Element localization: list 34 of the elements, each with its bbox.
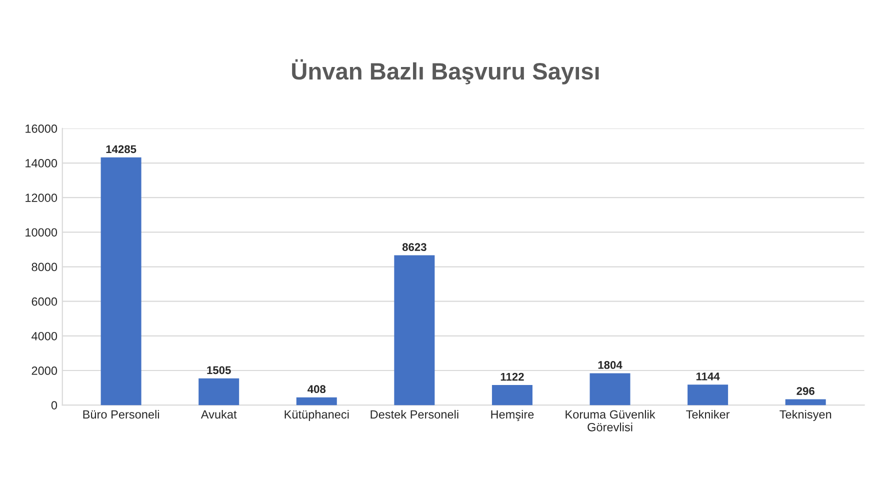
y-tick-label: 14000 <box>26 159 58 168</box>
data-label: 8623 <box>402 243 426 252</box>
bar <box>296 397 337 406</box>
data-label: 1122 <box>500 372 524 381</box>
y-tick-label: 16000 <box>26 124 58 133</box>
x-tick-label: Koruma Güvenlik Görevlisi <box>566 410 656 432</box>
y-tick-label: 2000 <box>32 366 58 375</box>
chart-title: Ünvan Bazlı Başvuru Sayısı <box>292 59 599 84</box>
bar <box>688 384 728 406</box>
y-tick-label: 8000 <box>32 262 58 272</box>
bar <box>590 373 630 406</box>
x-tick-label: Büro Personeli <box>83 410 159 419</box>
bar <box>100 157 142 406</box>
x-tick-label: Tekniker <box>686 410 730 419</box>
y-tick-label: 4000 <box>32 332 58 340</box>
x-tick-label: Teknisyen <box>780 410 832 421</box>
x-tick-label: Avukat <box>200 410 237 419</box>
data-label: 1804 <box>598 361 622 369</box>
bar <box>198 378 240 406</box>
y-tick-label: 10000 <box>26 228 58 237</box>
x-tick-label: Kütüphaneci <box>284 410 349 421</box>
y-tick-label: 12000 <box>26 194 58 202</box>
y-tick-label: 0 <box>51 401 58 410</box>
x-tick-label: Hemşire <box>491 410 534 421</box>
data-label: 1505 <box>207 366 231 374</box>
x-tick-label: Destek Personeli <box>370 410 458 419</box>
bar <box>394 255 435 406</box>
bar <box>492 384 532 406</box>
y-tick-label: 6000 <box>32 297 58 306</box>
bar <box>785 399 826 406</box>
data-label: 14285 <box>106 145 136 154</box>
data-label: 1144 <box>696 372 720 380</box>
data-label: 296 <box>796 387 814 395</box>
data-label: 408 <box>308 385 326 394</box>
